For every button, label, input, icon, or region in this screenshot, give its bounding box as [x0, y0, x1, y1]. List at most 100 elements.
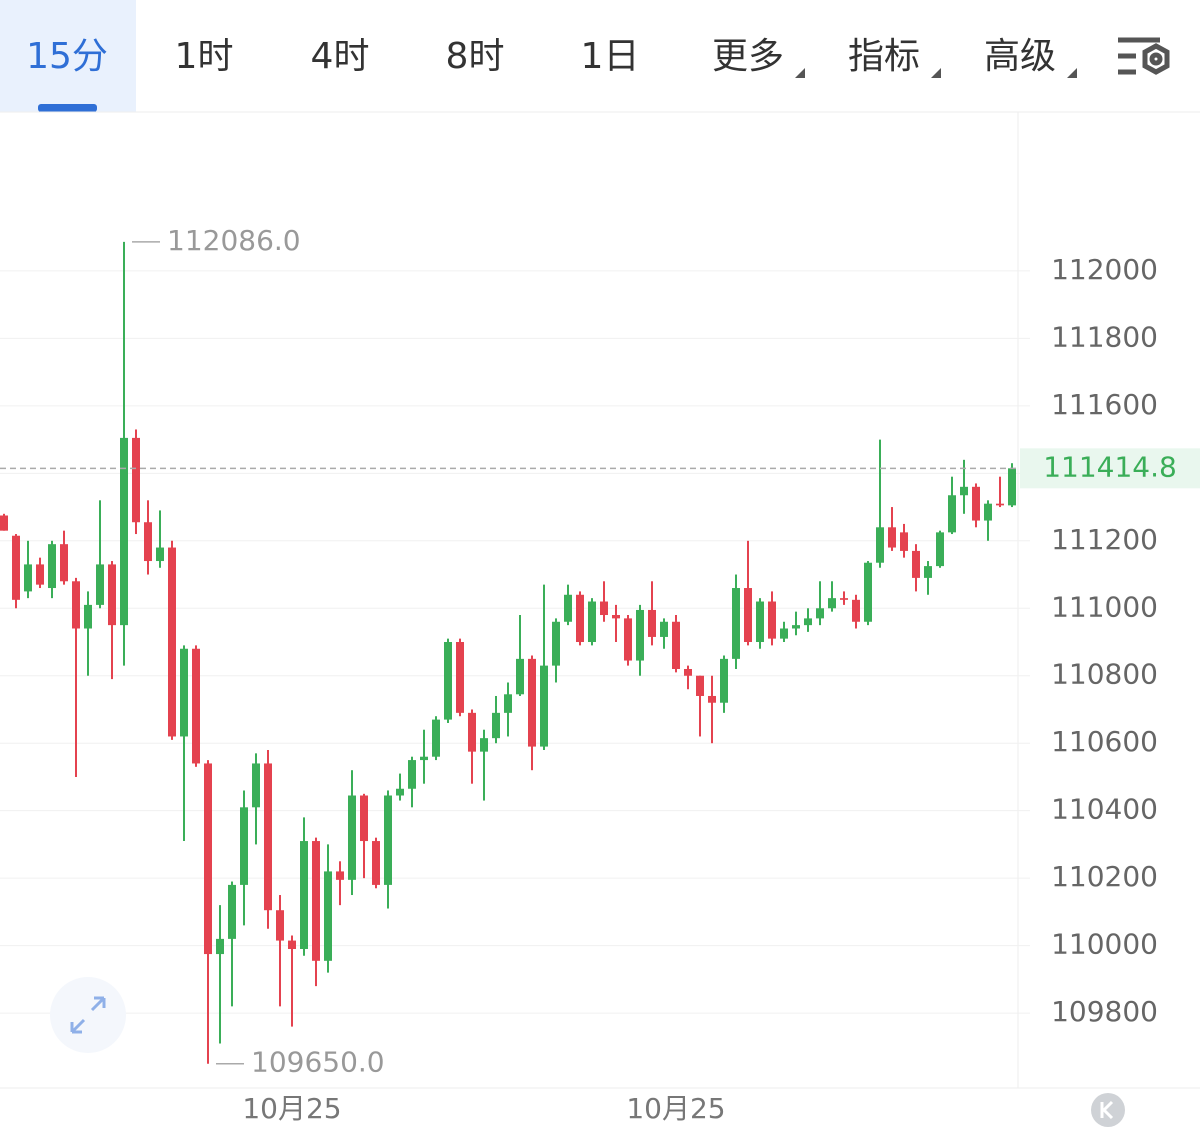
- expand-button[interactable]: [50, 977, 126, 1053]
- y-tick-label: 111800: [1051, 320, 1158, 353]
- candle-body: [444, 642, 452, 720]
- tab[interactable]: 1日: [581, 36, 640, 77]
- candle-body: [264, 763, 272, 911]
- candle-body: [180, 648, 188, 737]
- candle-body: [972, 486, 980, 521]
- x-tick-label: 10月25: [242, 1092, 341, 1125]
- candle-body: [420, 756, 428, 761]
- candle-body: [252, 763, 260, 808]
- tab[interactable]: 高级: [984, 36, 1056, 77]
- plot: 109800 110000 110200 110400 110600 110800 1110…: [0, 224, 1200, 1125]
- candle-body: [396, 788, 404, 796]
- candle-body: [468, 712, 476, 752]
- candle-body: [720, 658, 728, 703]
- y-tick-label: 112000: [1051, 253, 1158, 286]
- candle-body: [624, 618, 632, 661]
- candle-body: [60, 544, 68, 582]
- candle-body: [660, 621, 668, 637]
- y-tick-label: 111200: [1051, 523, 1158, 556]
- candle-body: [324, 871, 332, 961]
- candle-body: [744, 588, 752, 643]
- candle-body: [0, 515, 8, 531]
- y-tick-label: 110000: [1051, 928, 1158, 961]
- candle-body: [948, 495, 956, 533]
- candle-body: [696, 675, 704, 696]
- candle-body: [228, 884, 236, 939]
- candle-body: [1008, 468, 1016, 506]
- tab-bar: 15分 1时 4时 8时 1日 更多 指标 高级: [26, 36, 1056, 77]
- candle-body: [372, 841, 380, 885]
- candle-body: [912, 550, 920, 578]
- candle-body: [192, 648, 200, 764]
- candle-body: [996, 503, 1004, 506]
- dropdown-arrow: [1067, 68, 1077, 78]
- candle-body: [204, 763, 212, 955]
- candle-body: [240, 807, 248, 885]
- candle-body: [288, 940, 296, 950]
- candle-body: [564, 594, 572, 622]
- tab[interactable]: 8时: [446, 36, 505, 77]
- candle-body: [432, 719, 440, 757]
- candle-body: [684, 668, 692, 676]
- candle-body: [504, 694, 512, 713]
- k-icon: [1100, 1100, 1114, 1120]
- tab[interactable]: 15分: [26, 36, 108, 77]
- candle-body: [612, 615, 620, 619]
- candle-body: [636, 609, 644, 661]
- candle-body: [96, 564, 104, 605]
- candle-body: [804, 618, 812, 626]
- candle-body: [792, 625, 800, 629]
- candle-body: [492, 712, 500, 739]
- expand-icon: [70, 996, 106, 1034]
- candle-body: [12, 535, 20, 600]
- candle-body: [900, 532, 908, 551]
- low-annotation: 109650.0: [251, 1046, 385, 1079]
- candle-body: [816, 608, 824, 619]
- candle-body: [600, 601, 608, 616]
- y-tick-label: 111000: [1051, 590, 1158, 623]
- candle-body: [552, 621, 560, 666]
- candle-body: [144, 522, 152, 562]
- settings-icon[interactable]: [1118, 37, 1170, 75]
- dropdown-arrow: [795, 68, 805, 78]
- high-annotation: 112086.0: [167, 224, 301, 257]
- candle-body: [384, 795, 392, 885]
- candle-body: [780, 628, 788, 639]
- candle-body: [648, 609, 656, 637]
- active-tab-indicator: [38, 104, 97, 112]
- active-tab-bg: [0, 0, 136, 112]
- tab[interactable]: 4时: [311, 36, 370, 77]
- candle-body: [108, 564, 116, 626]
- tab[interactable]: 1时: [175, 36, 234, 77]
- candle-body: [72, 581, 80, 629]
- candle-body: [408, 760, 416, 789]
- candle-body: [120, 437, 128, 626]
- candle-body: [276, 910, 284, 941]
- y-tick-label: 110200: [1051, 860, 1158, 893]
- y-tick-label: 110600: [1051, 725, 1158, 758]
- candle-body: [48, 544, 56, 589]
- candle-body: [960, 486, 968, 496]
- candle-body: [300, 841, 308, 950]
- candle-body: [840, 598, 848, 600]
- last-price-bg: [1020, 448, 1200, 489]
- candle-body: [348, 795, 356, 880]
- candle-body: [360, 795, 368, 842]
- k-button[interactable]: [1091, 1093, 1125, 1127]
- candle-body: [216, 938, 224, 955]
- candle-body: [528, 658, 536, 747]
- tab[interactable]: 更多: [712, 36, 784, 77]
- candle-body: [540, 665, 548, 747]
- candle-body: [756, 601, 764, 643]
- candle-body: [672, 621, 680, 669]
- y-tick-label: 111600: [1051, 388, 1158, 421]
- candle-body: [888, 527, 896, 548]
- tab[interactable]: 指标: [848, 36, 920, 77]
- y-tick-label: 110400: [1051, 793, 1158, 826]
- candle-body: [732, 588, 740, 659]
- candle-body: [984, 503, 992, 521]
- candle-body: [768, 601, 776, 639]
- y-tick-label: 109800: [1051, 995, 1158, 1028]
- candle-body: [828, 598, 836, 609]
